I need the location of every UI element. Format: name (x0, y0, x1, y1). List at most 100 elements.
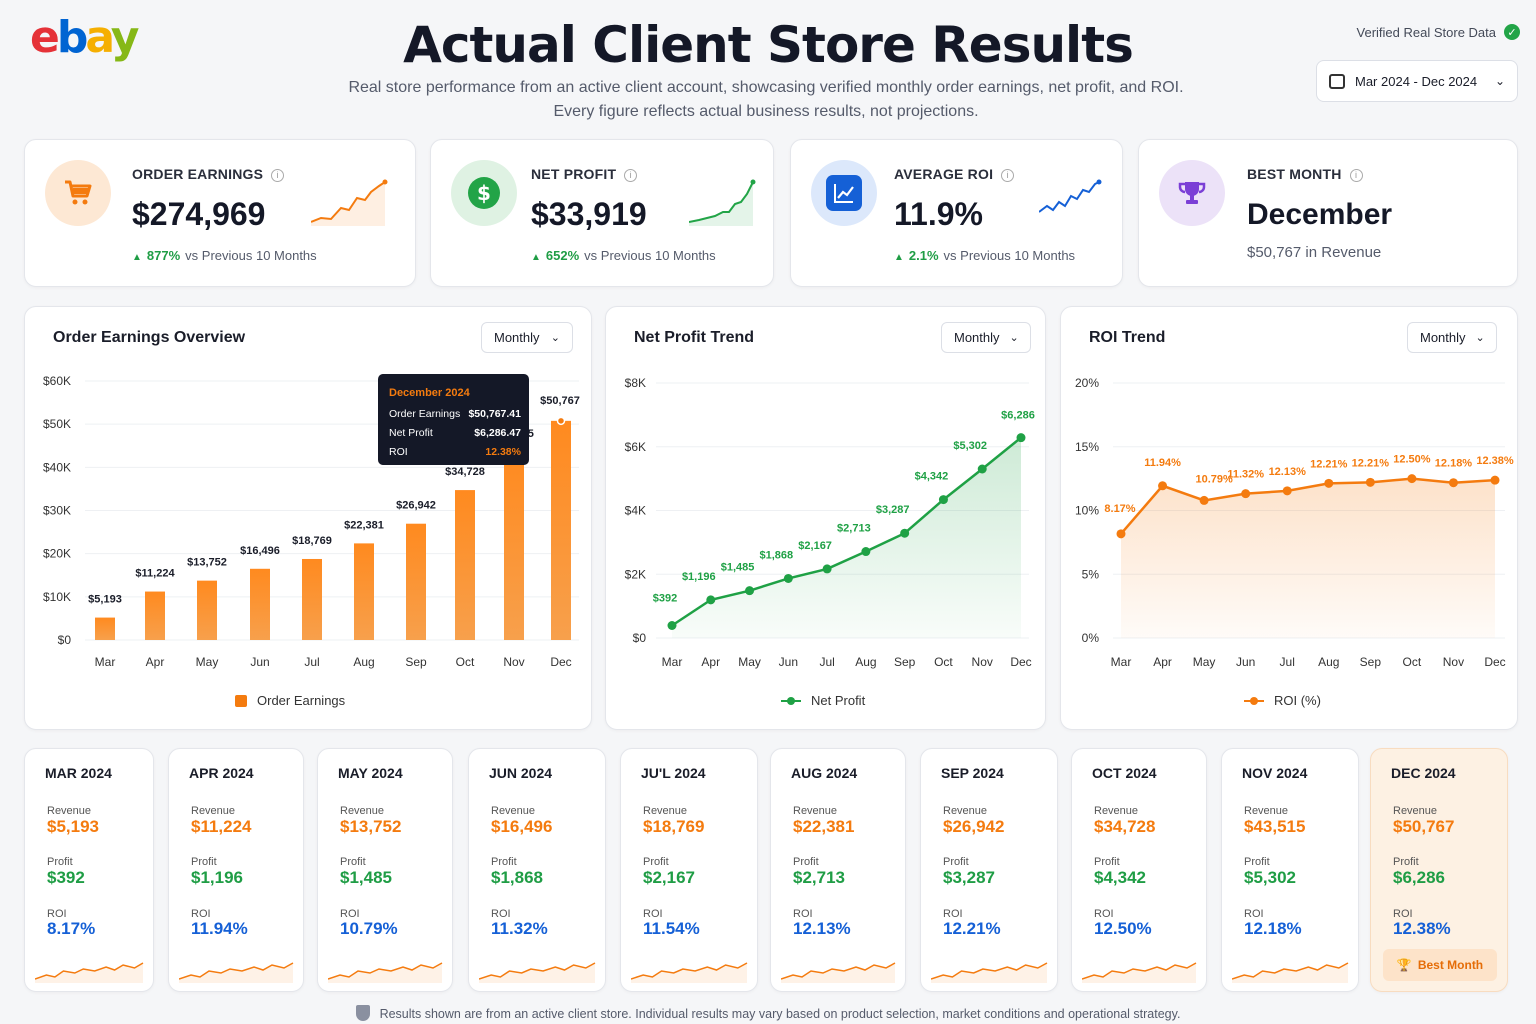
dollar-icon: $ (451, 160, 517, 226)
month-sparkline (479, 962, 596, 983)
data-point[interactable] (822, 564, 832, 574)
y-tick-label: $0 (633, 631, 647, 645)
bar[interactable] (406, 523, 426, 640)
data-label: $13,752 (187, 557, 227, 569)
info-icon[interactable]: i (271, 169, 285, 182)
month-label: Revenue (491, 805, 536, 817)
kpi-value: $274,969 (132, 196, 266, 232)
month-profit-value: $392 (47, 868, 85, 887)
verified-badge: Verified Real Store Data ✓ (1357, 24, 1520, 40)
data-label: 12.50% (1393, 454, 1431, 466)
chart-legend: ROI (%) (1244, 693, 1321, 708)
chevron-down-icon: ⌄ (1009, 332, 1019, 344)
data-point[interactable] (1016, 433, 1026, 443)
period-dropdown[interactable]: Monthly ⌄ (941, 322, 1031, 353)
y-tick-label: $8K (625, 376, 646, 390)
data-point[interactable] (783, 573, 793, 583)
month-card[interactable]: JUN 2024 Revenue $16,496 Profit $1,868 ROI 11.… (468, 748, 606, 992)
month-label: Profit (793, 856, 819, 868)
data-point[interactable] (1324, 478, 1334, 488)
y-tick-label: $40K (43, 460, 71, 474)
data-point[interactable] (1490, 475, 1500, 485)
period-dropdown[interactable]: Monthly ⌄ (481, 322, 573, 353)
month-card[interactable]: MAR 2024 Revenue $5,193 Profit $392 ROI 8.17% (24, 748, 154, 992)
month-label: Profit (47, 856, 73, 868)
tooltip-key: Order Earnings (389, 408, 460, 420)
data-point[interactable] (861, 547, 871, 557)
data-label: 11.32% (1227, 469, 1264, 481)
month-rev-value: $11,224 (191, 817, 252, 836)
bar[interactable] (551, 420, 571, 640)
month-label: ROI (643, 908, 663, 920)
month-roi-value: 12.18% (1244, 919, 1302, 938)
bar[interactable] (504, 452, 524, 640)
bar[interactable] (354, 543, 374, 640)
data-label: $11,224 (135, 568, 175, 580)
data-label: $26,942 (396, 500, 436, 512)
info-icon[interactable]: i (1349, 169, 1363, 182)
data-point[interactable] (1158, 481, 1168, 491)
month-card[interactable]: OCT 2024 Revenue $34,728 Profit $4,342 ROI 12.… (1071, 748, 1207, 992)
month-card[interactable]: MAY 2024 Revenue $13,752 Profit $1,485 ROI 10.… (317, 748, 453, 992)
info-icon[interactable]: i (1001, 169, 1015, 182)
data-point[interactable] (977, 464, 987, 474)
month-sparkline (781, 962, 896, 983)
chart-canvas: $0 $10K $20K $30K $40K $50K $60K Mar Apr May Jun Ju… (43, 374, 580, 669)
data-point[interactable] (938, 495, 948, 505)
date-range-select[interactable]: Mar 2024 - Dec 2024 ⌄ (1316, 60, 1518, 102)
period-dropdown[interactable]: Monthly ⌄ (1407, 322, 1497, 353)
chart-panel-profit: Net Profit Trend Monthly ⌄ $0 $2K $4K $6K $8K Ma… (605, 306, 1046, 730)
bar[interactable] (197, 580, 217, 640)
chart-legend: Order Earnings (235, 693, 345, 708)
x-tick-label: Apr (1153, 655, 1172, 669)
month-roi-value: 8.17% (47, 919, 96, 938)
month-card[interactable]: SEP 2024 Revenue $26,942 Profit $3,287 ROI 12.… (920, 748, 1058, 992)
bar[interactable] (250, 568, 270, 640)
data-point[interactable] (1199, 495, 1209, 505)
data-label: $6,286 (1001, 410, 1035, 422)
month-roi-value: 11.94% (191, 919, 248, 938)
y-tick-label: 20% (1075, 376, 1099, 390)
data-point[interactable] (1407, 474, 1417, 484)
month-card[interactable]: AUG 2024 Revenue $22,381 Profit $2,713 ROI 12.… (770, 748, 906, 992)
month-label: Profit (943, 856, 969, 868)
month-label: Profit (191, 856, 217, 868)
x-tick-label: Apr (146, 655, 165, 669)
x-tick-label: Aug (855, 655, 876, 669)
y-tick-label: $50K (43, 417, 71, 431)
page-subtitle: Real store performance from an active cl… (348, 79, 1184, 120)
bar[interactable] (455, 490, 475, 640)
data-label: $4,342 (915, 471, 949, 483)
data-point[interactable] (1116, 529, 1126, 539)
y-tick-label: $30K (43, 504, 71, 518)
x-tick-label: Sep (405, 655, 427, 669)
month-card[interactable]: JU'L 2024 Revenue $18,769 Profit $2,167 ROI 11… (620, 748, 758, 992)
data-point[interactable] (1448, 478, 1458, 488)
month-label: ROI (340, 908, 360, 920)
chart-title: ROI Trend (1089, 329, 1166, 346)
month-roi-value: 11.54% (643, 919, 700, 938)
month-label: ROI (191, 908, 211, 920)
data-label: 12.21% (1310, 458, 1348, 470)
data-point[interactable] (1282, 486, 1292, 496)
bar[interactable] (95, 617, 115, 640)
bar[interactable] (145, 591, 165, 640)
month-sparkline (1232, 962, 1349, 983)
data-point[interactable] (667, 621, 677, 631)
data-point[interactable] (900, 528, 910, 538)
month-card[interactable]: APR 2024 Revenue $11,224 Profit $1,196 ROI 11.… (168, 748, 304, 992)
data-point[interactable] (1365, 477, 1375, 487)
x-tick-label: Oct (1403, 655, 1422, 669)
month-rev-value: $16,496 (491, 817, 553, 836)
month-label: Revenue (1244, 805, 1289, 817)
month-card[interactable]: NOV 2024 Revenue $43,515 Profit $5,302 ROI 12.… (1221, 748, 1359, 992)
info-icon[interactable]: i (624, 169, 638, 182)
data-point[interactable] (706, 595, 716, 605)
data-point[interactable] (745, 586, 755, 596)
month-card[interactable]: DEC 2024 Revenue $50,767 Profit $6,286 ROI 12.… (1370, 748, 1508, 992)
data-label: 11.94% (1144, 457, 1181, 469)
bar[interactable] (302, 558, 322, 640)
x-tick-label: Oct (934, 655, 953, 669)
month-sparkline (328, 962, 443, 983)
data-point[interactable] (1241, 489, 1251, 499)
